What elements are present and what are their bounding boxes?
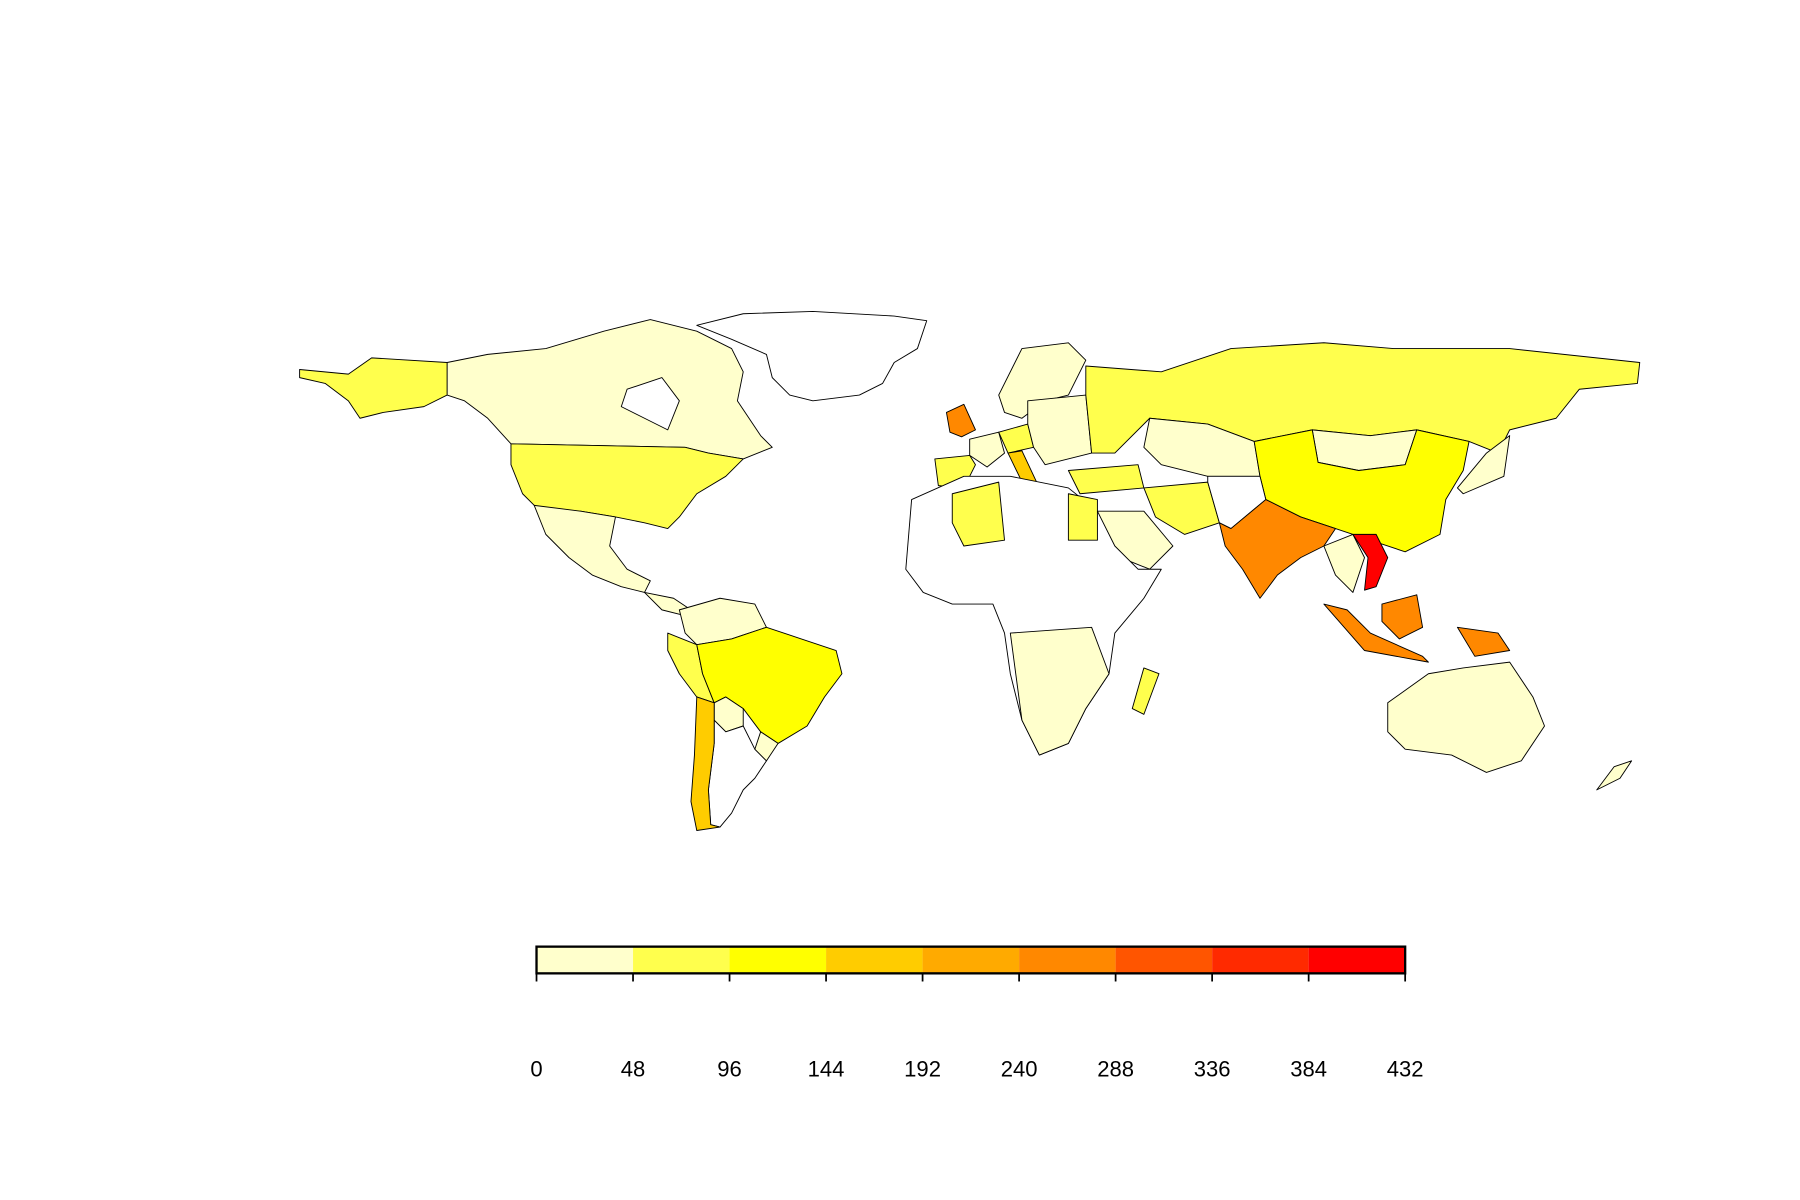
region bbox=[1218, 499, 1336, 599]
tick-label: 384 bbox=[1290, 1057, 1327, 1082]
region bbox=[1131, 667, 1160, 715]
tick-label: 96 bbox=[717, 1057, 742, 1082]
legend-bin bbox=[536, 946, 634, 974]
legend-bin bbox=[633, 946, 730, 974]
region bbox=[1456, 435, 1511, 495]
tick-label: 144 bbox=[808, 1057, 845, 1082]
region bbox=[1027, 394, 1093, 466]
legend-bin bbox=[1212, 946, 1309, 974]
region bbox=[620, 377, 680, 431]
region bbox=[1143, 481, 1220, 535]
legend-bin bbox=[1308, 946, 1406, 974]
region bbox=[754, 731, 779, 762]
tick-label: 48 bbox=[621, 1057, 646, 1082]
region bbox=[1323, 533, 1365, 593]
tick-label: 0 bbox=[530, 1057, 542, 1082]
region bbox=[707, 719, 767, 828]
region bbox=[446, 319, 773, 460]
color-legend: 0 48 96 144 192 240 288 336 384 432 bbox=[530, 945, 1424, 1082]
region bbox=[1352, 533, 1389, 591]
region bbox=[1323, 603, 1429, 663]
tick-label: 240 bbox=[1001, 1057, 1038, 1082]
legend-frame bbox=[535, 945, 1407, 975]
legend-bin bbox=[922, 946, 1020, 974]
region bbox=[299, 357, 448, 419]
region bbox=[510, 443, 744, 530]
region bbox=[696, 310, 928, 402]
legend-bin bbox=[729, 946, 827, 974]
region bbox=[951, 481, 1005, 547]
region bbox=[533, 504, 651, 593]
tick-label: 288 bbox=[1097, 1057, 1134, 1082]
region bbox=[969, 431, 1005, 468]
region bbox=[690, 696, 721, 831]
region bbox=[1596, 760, 1633, 791]
region bbox=[998, 423, 1035, 454]
region bbox=[1456, 626, 1511, 657]
tick-label: 336 bbox=[1194, 1057, 1231, 1082]
legend-bin bbox=[826, 946, 923, 974]
world-map bbox=[299, 310, 1641, 831]
region bbox=[998, 342, 1087, 419]
region bbox=[1387, 661, 1545, 773]
region bbox=[1067, 464, 1145, 495]
legend-bin bbox=[1019, 946, 1116, 974]
tick-label: 432 bbox=[1387, 1057, 1424, 1082]
region bbox=[945, 403, 976, 438]
tick-label: 192 bbox=[904, 1057, 941, 1082]
region bbox=[1009, 626, 1110, 756]
region bbox=[1067, 493, 1098, 541]
legend-bin bbox=[1115, 946, 1213, 974]
region bbox=[1381, 594, 1424, 640]
